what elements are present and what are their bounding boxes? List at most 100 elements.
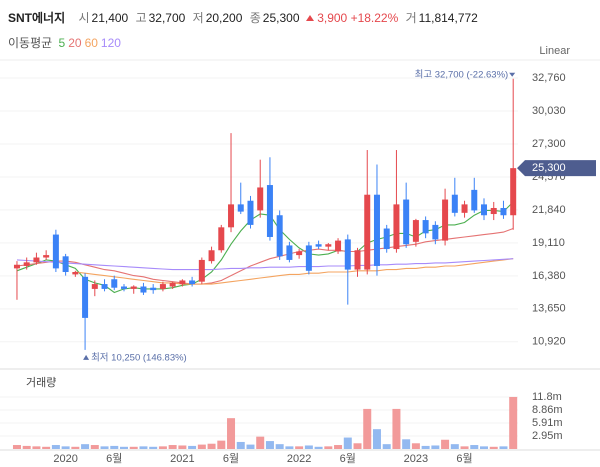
candle-body	[354, 250, 361, 270]
volume-bar	[227, 418, 236, 449]
x-tick-label: 6월	[106, 452, 122, 465]
candle-body	[52, 234, 59, 269]
x-tick-label: 6월	[456, 452, 472, 465]
candle-body	[140, 286, 147, 293]
candle-body	[325, 244, 332, 247]
candle-body	[189, 280, 196, 285]
change: 3,900	[317, 11, 348, 25]
candle-body	[150, 287, 157, 291]
quote-value: 25,300	[262, 11, 300, 25]
volume-tick-label: 8.86m	[532, 404, 563, 416]
y-tick-label: 19,110	[532, 237, 565, 249]
low-annotation: 최저 10,250 (146.83%)	[91, 352, 187, 363]
up-arrow	[305, 15, 314, 21]
volume-bar	[285, 446, 294, 449]
candle-body	[490, 207, 497, 215]
volume-bar	[275, 444, 284, 449]
candle-body	[335, 240, 342, 252]
candle-body	[451, 194, 458, 213]
candle-body	[412, 220, 419, 242]
volume-bar	[256, 436, 265, 449]
volume-bar	[411, 443, 420, 449]
x-tick-label: 2023	[404, 453, 428, 465]
volume-tick-label: 11.8m	[532, 391, 562, 403]
candle-body	[403, 199, 410, 245]
candle-body	[500, 207, 507, 216]
quote-value: 11,814,772	[418, 11, 478, 25]
y-tick-label: 16,380	[532, 270, 566, 282]
x-tick-label: 6월	[340, 452, 356, 465]
ma-legend-entry: 20	[68, 36, 82, 50]
candle-body	[228, 204, 235, 228]
volume-bar	[460, 446, 469, 449]
volume-bar	[363, 408, 372, 449]
volume-bar	[480, 446, 489, 449]
candle-body	[393, 204, 400, 250]
quote-label: 거	[405, 11, 417, 25]
volume-bar	[421, 445, 430, 449]
volume-bar	[392, 408, 401, 449]
candle-body	[422, 220, 429, 234]
candle-body	[373, 194, 380, 266]
candle-body	[266, 185, 273, 237]
candle-body	[33, 257, 40, 263]
volume-bar	[304, 445, 313, 449]
volume-bar	[499, 446, 508, 449]
change-pct: +18.22%	[350, 11, 399, 25]
volume-bar	[81, 444, 90, 449]
volume-title: 거래량	[26, 376, 56, 389]
volume-bar	[168, 445, 177, 449]
quote-value: 20,200	[205, 11, 243, 25]
candle-body	[23, 262, 30, 266]
volume-bar	[42, 446, 51, 449]
volume-bar	[129, 446, 138, 449]
quote-value: 21,400	[91, 11, 129, 25]
volume-bar	[314, 446, 323, 449]
ma-line	[16, 227, 514, 285]
scale-label[interactable]: Linear	[539, 45, 570, 57]
quote-label: 종	[249, 11, 261, 25]
annotation-arrow	[83, 354, 90, 360]
candle-body	[442, 199, 449, 241]
candle-body	[43, 255, 50, 258]
volume-bar	[343, 437, 352, 449]
quote-value: 32,700	[148, 11, 186, 25]
volume-bar	[246, 444, 255, 449]
candle-body	[120, 286, 127, 289]
volume-bar	[178, 445, 187, 449]
ma-legend-entry: 5	[58, 36, 66, 50]
candle-body	[159, 284, 166, 289]
volume-bar	[441, 439, 450, 449]
volume-tick-label: 2.95m	[532, 430, 563, 442]
quote-label: 시	[78, 11, 90, 25]
candle-body	[471, 189, 478, 211]
stock-name: SNT에너지	[8, 11, 66, 25]
y-tick-label: 13,650	[532, 303, 566, 315]
volume-bar	[71, 446, 80, 449]
volume-bar	[236, 441, 245, 449]
volume-bar	[149, 446, 158, 449]
x-tick-label: 2020	[53, 453, 77, 465]
ma-legend-entry: 60	[84, 36, 98, 50]
ma-line	[16, 258, 514, 271]
volume-bar	[90, 445, 99, 449]
y-tick-label: 27,300	[532, 138, 566, 150]
candle-body	[344, 239, 351, 270]
candle-body	[218, 227, 225, 251]
volume-bar	[295, 446, 304, 449]
candle-body	[315, 244, 322, 247]
candle-body	[257, 187, 264, 211]
candle-body	[82, 276, 89, 318]
volume-bar	[450, 444, 459, 449]
x-tick-label: 2021	[170, 453, 194, 465]
volume-bar	[372, 429, 381, 449]
volume-bar	[188, 445, 197, 449]
candle-body	[72, 272, 79, 275]
volume-bar	[353, 443, 362, 449]
volume-bar	[110, 445, 119, 449]
volume-bar	[32, 446, 41, 449]
volume-bar	[431, 445, 440, 449]
volume-bar	[61, 446, 70, 449]
quote-label: 저	[192, 11, 204, 25]
